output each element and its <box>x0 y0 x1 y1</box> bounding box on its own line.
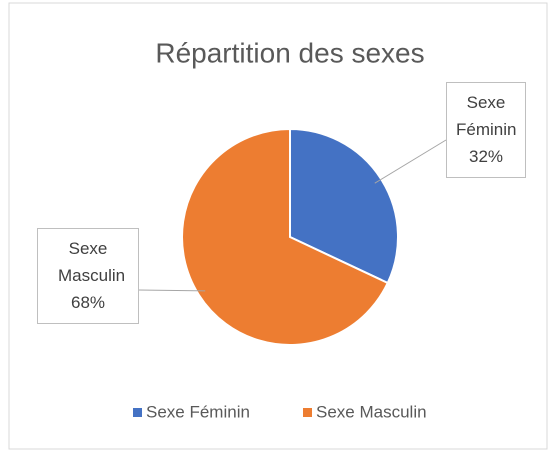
data-label-value: 32% <box>468 147 504 166</box>
legend-swatch <box>133 408 142 417</box>
leader-line <box>137 289 206 292</box>
data-label-value: 68% <box>70 293 106 312</box>
data-label: Sexe Féminin 32% <box>446 82 526 178</box>
data-label-category: Sexe Féminin <box>456 93 517 139</box>
legend-swatch <box>303 408 312 417</box>
pie-slice <box>181 127 390 346</box>
legend-label: Sexe Féminin <box>146 402 250 421</box>
data-label-category: Sexe Masculin <box>58 239 126 285</box>
data-label: Sexe Masculin 68% <box>37 228 139 324</box>
chart-title: Répartition des sexes <box>155 37 424 68</box>
legend-label: Sexe Masculin <box>316 402 427 421</box>
leader-line <box>374 139 447 184</box>
